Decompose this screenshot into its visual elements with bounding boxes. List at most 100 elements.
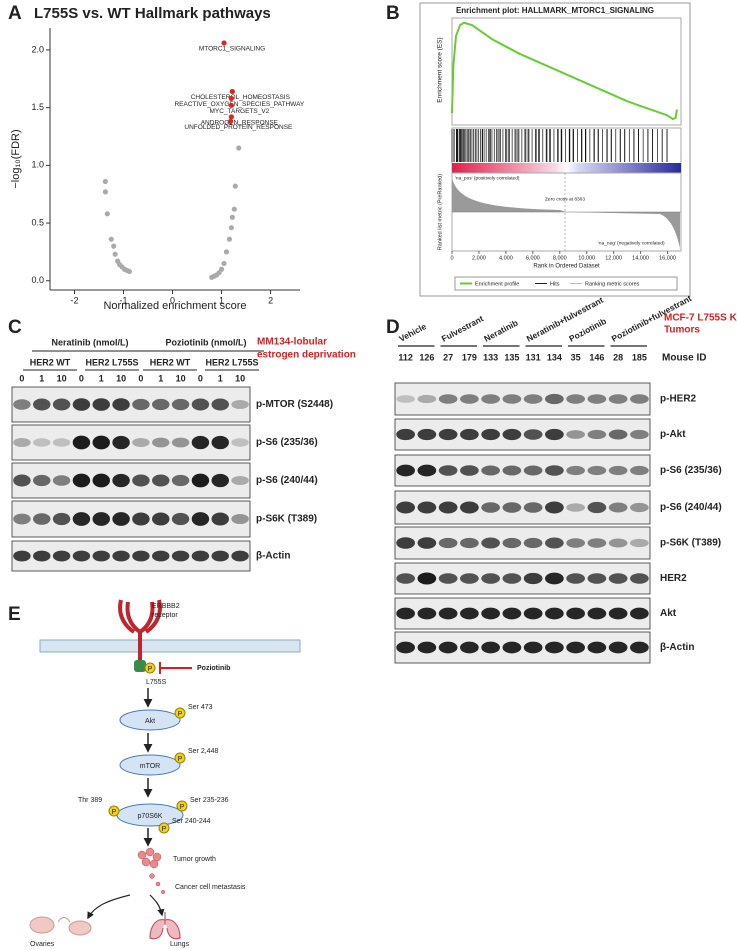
band [13, 474, 31, 487]
blot [394, 382, 651, 416]
panel-label: B [386, 3, 400, 24]
y-tick-label: 0.5 [31, 217, 44, 227]
organ-label: Lungs [170, 941, 190, 948]
metric-area [452, 178, 566, 212]
blot-label: p-S6 (240/44) [256, 475, 318, 486]
phospho-label: P [178, 756, 183, 763]
pathway-diagram: P ERBBB2 receptor Poziotinib L755S Akt P… [29, 599, 301, 948]
ovary [29, 916, 55, 934]
x-tick-label: 4,000 [499, 255, 513, 261]
cell-line: HER2 WT [30, 357, 71, 367]
band [545, 501, 564, 514]
band [112, 473, 130, 488]
band [438, 573, 458, 584]
band [72, 512, 91, 526]
x-tick-label: -1 [120, 295, 128, 305]
band [52, 398, 71, 411]
band [587, 607, 607, 620]
point [221, 260, 227, 267]
band [13, 513, 31, 525]
band [438, 641, 458, 654]
band [630, 429, 649, 440]
band [211, 473, 229, 488]
phospho [108, 805, 120, 817]
band [132, 550, 150, 562]
mouse-id: 146 [589, 352, 604, 362]
band [587, 501, 607, 514]
y-tick-label: 1.5 [31, 102, 44, 112]
band [417, 394, 437, 404]
dose: 10 [235, 373, 245, 383]
x-axis-label: Rank in Ordered Dataset [533, 264, 600, 270]
band [523, 572, 543, 585]
band [396, 537, 415, 549]
band [33, 398, 51, 411]
point [221, 40, 227, 46]
point [229, 88, 235, 95]
band [545, 428, 564, 441]
drug-header: Neratinib (nmol/L) [52, 337, 129, 347]
band [608, 502, 628, 513]
band [460, 537, 479, 549]
dose: 0 [79, 373, 84, 383]
band [152, 398, 170, 411]
point-label: MTORC1_SIGNALING [199, 46, 265, 53]
band [438, 428, 458, 441]
band [481, 537, 500, 549]
node-label: mTOR [140, 763, 160, 770]
band [191, 473, 210, 488]
x-tick-label: 12,000 [605, 255, 622, 261]
band [502, 537, 522, 549]
point-label: ANDROGEN_RESPONSE [201, 120, 279, 127]
x-tick-label: 2 [268, 295, 273, 305]
blot [394, 418, 651, 451]
ovary [68, 920, 92, 936]
blot-label: p-MTOR (S2448) [256, 399, 333, 410]
phospho [174, 752, 186, 764]
mouse-id: 131 [526, 352, 541, 362]
metastasis-label: Cancer cell metastasis [175, 884, 246, 891]
band [417, 607, 437, 620]
band [132, 474, 150, 487]
blot [11, 386, 251, 423]
phospho-label: P [112, 809, 117, 816]
phospho [158, 822, 170, 834]
band [438, 465, 458, 476]
band [630, 573, 649, 584]
point [102, 178, 108, 185]
band [460, 501, 479, 514]
blot [11, 462, 251, 499]
y-tick-label: 1.0 [31, 160, 44, 170]
band [502, 573, 522, 584]
band [608, 429, 628, 440]
band [481, 502, 500, 513]
band [545, 465, 564, 476]
dose: 10 [176, 373, 186, 383]
chart-title: L755S vs. WT Hallmark pathways [34, 5, 271, 22]
point [223, 249, 230, 255]
band [52, 550, 71, 562]
arrow [149, 894, 165, 917]
point [226, 236, 233, 242]
blot [394, 490, 651, 525]
blot-label: Akt [660, 608, 677, 619]
dose: 0 [19, 373, 24, 383]
blot [394, 631, 651, 664]
band [92, 512, 110, 526]
plot-frame [419, 2, 691, 297]
band [52, 512, 71, 526]
treatment: Neratinib [482, 318, 519, 344]
band [587, 465, 607, 476]
y-axis-label: −log₁₀(FDR) [10, 129, 22, 188]
x-tick-label: 14,000 [632, 255, 649, 261]
band [566, 394, 585, 404]
metric-area [566, 212, 680, 248]
point [236, 145, 242, 151]
blot [394, 526, 651, 560]
band [92, 435, 110, 450]
band [460, 465, 479, 476]
dose: 1 [218, 373, 223, 383]
band [112, 398, 130, 411]
band [481, 394, 500, 404]
band [608, 394, 628, 404]
